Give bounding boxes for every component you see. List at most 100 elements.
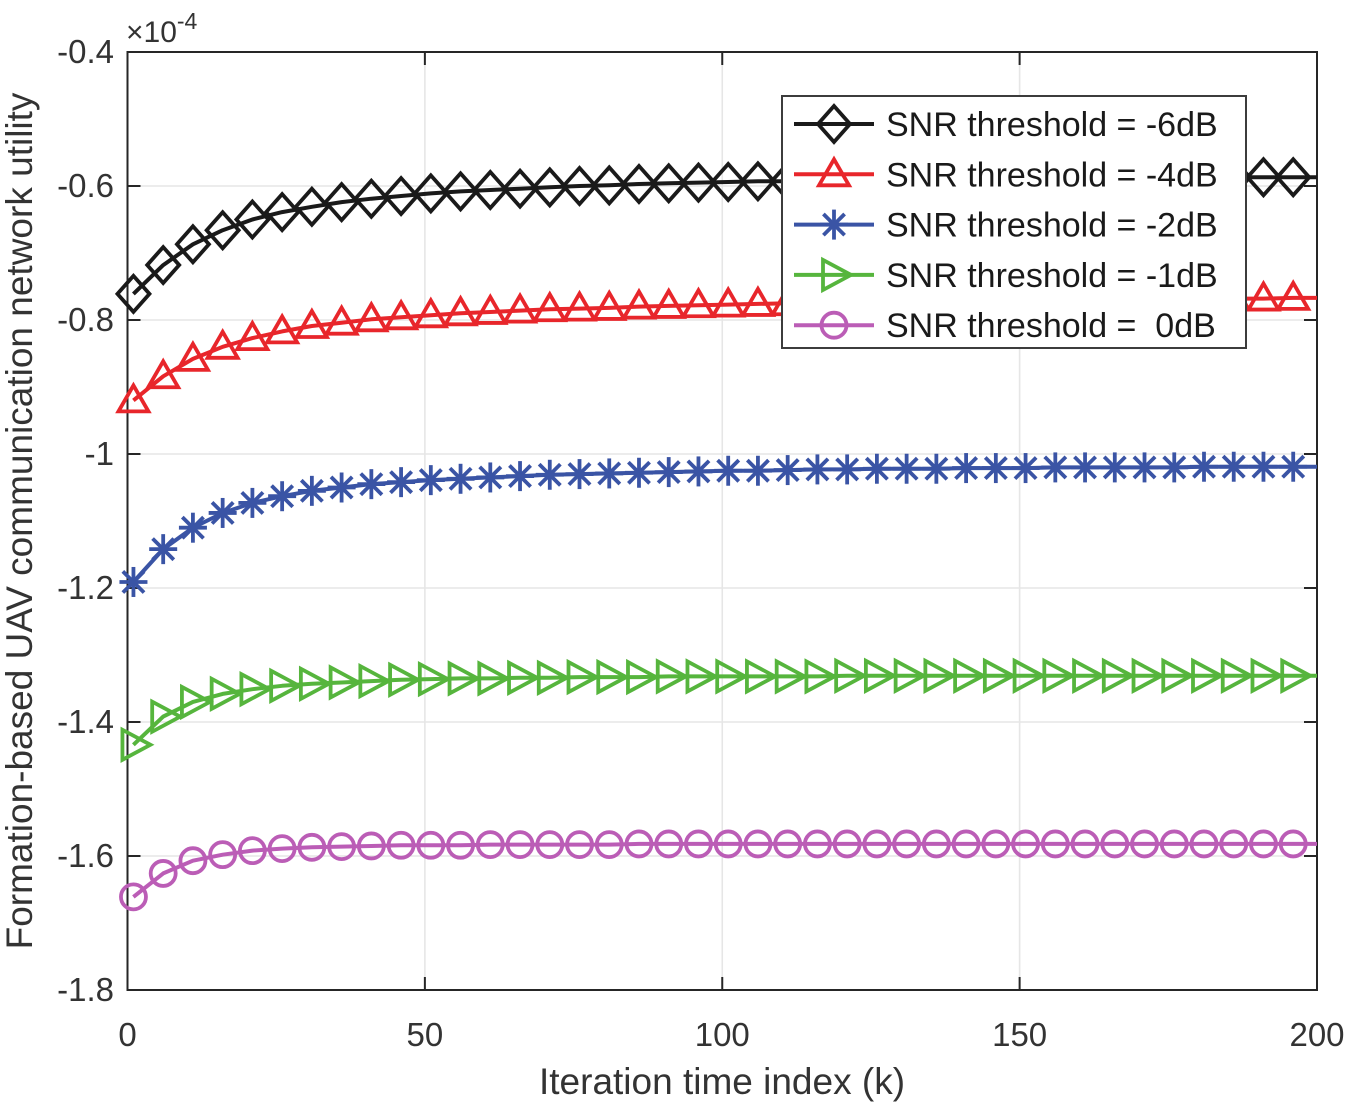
x-tick-label: 50 [407, 1016, 444, 1053]
circle-marker [1100, 829, 1130, 859]
triangle-up-marker [815, 155, 853, 188]
triangle-up-marker [590, 289, 628, 321]
asterisk-marker [714, 455, 743, 486]
x-tick-label: 150 [992, 1016, 1047, 1053]
circle-marker [416, 830, 446, 860]
triangle-up-marker [650, 287, 688, 319]
asterisk-marker [119, 566, 148, 597]
legend-label: SNR threshold = -4dB [886, 156, 1218, 194]
axes-box [126, 51, 1318, 991]
triangle-right-marker [685, 658, 720, 695]
triangle-right-marker [209, 675, 244, 713]
legend-entry: SNR threshold = -1dB [794, 256, 1218, 295]
asterisk-marker [833, 454, 862, 485]
triangle-right-marker [774, 658, 809, 695]
circle-marker [654, 829, 684, 859]
circle-marker [356, 831, 386, 861]
triangle-right-marker [298, 665, 333, 702]
circle-marker [178, 846, 208, 876]
circle-marker [684, 829, 713, 859]
triangle-right-marker [417, 660, 452, 698]
y-axis-label: Formation-based UAV communication networ… [0, 92, 40, 949]
y-tick-label: -1.2 [57, 569, 114, 606]
asterisk-marker [820, 209, 848, 240]
triangle-right-marker [477, 660, 512, 697]
series-5 [119, 829, 1317, 912]
circle-marker [713, 829, 743, 859]
asterisk-marker [1249, 451, 1278, 482]
legend-label: SNR threshold = -6dB [886, 106, 1218, 144]
asterisk-marker [892, 453, 921, 484]
circle-marker [921, 829, 951, 859]
tick-labels: 0 50 100 150 200 -0.4 -0.6 -0.8 -1 -1.2 -1.4 -1.6 -1… [57, 33, 1344, 1053]
triangle-up-marker [472, 293, 509, 325]
asterisk-marker [535, 459, 564, 490]
asterisk-marker [1041, 452, 1070, 483]
y-tick-label: -1.6 [57, 837, 114, 874]
triangle-right-marker [863, 657, 898, 694]
diamond-marker [815, 103, 853, 145]
asterisk-marker [922, 453, 951, 484]
asterisk-marker [1011, 453, 1040, 484]
asterisk-marker [1189, 451, 1218, 482]
triangle-up-marker [353, 300, 390, 333]
triangle-right-marker [1161, 657, 1196, 694]
triangle-up-marker [323, 303, 360, 336]
asterisk-marker [565, 459, 594, 490]
triangle-up-marker [174, 340, 212, 372]
series-3 [119, 451, 1317, 597]
x-tick-label: 200 [1289, 1016, 1344, 1053]
triangle-up-marker [234, 319, 271, 351]
triangle-up-marker [739, 285, 777, 317]
triangle-up-marker [1274, 279, 1312, 311]
asterisk-marker [773, 455, 802, 486]
circle-marker [267, 834, 297, 864]
triangle-up-marker [204, 327, 241, 360]
legend-label: SNR threshold = -2dB [886, 207, 1218, 245]
asterisk-marker [981, 453, 1010, 484]
circle-marker [208, 840, 238, 870]
triangle-right-marker [745, 658, 779, 695]
asterisk-marker [506, 461, 535, 492]
circle-marker [1278, 829, 1308, 859]
legend-label: SNR threshold = 0dB [886, 307, 1216, 345]
circle-marker [594, 830, 624, 860]
y-tick-label: -0.8 [57, 301, 114, 338]
triangle-right-marker [358, 662, 393, 700]
triangle-right-marker [239, 670, 274, 708]
triangle-right-marker [1280, 657, 1315, 694]
legend-entry: SNR threshold = -4dB [794, 155, 1218, 194]
asterisk-marker [743, 455, 772, 486]
triangle-right-marker [566, 658, 601, 696]
triangle-up-marker [531, 290, 569, 323]
asterisk-marker [1130, 452, 1159, 483]
asterisk-marker [238, 487, 267, 518]
asterisk-marker [1071, 452, 1100, 483]
triangle-right-marker [120, 726, 155, 763]
triangle-right-marker [596, 658, 631, 696]
circle-marker [1219, 829, 1249, 859]
legend-entry: SNR threshold = -2dB [794, 207, 1218, 245]
triangle-up-marker [1245, 279, 1282, 312]
triangle-right-marker [388, 661, 423, 698]
asterisk-marker [476, 462, 505, 493]
triangle-right-marker [982, 657, 1017, 694]
y-tick-label: -1.4 [57, 703, 114, 740]
circle-marker [819, 310, 849, 340]
circle-marker [1189, 829, 1219, 859]
x-tick-label: 100 [695, 1016, 750, 1053]
circle-marker [237, 836, 267, 866]
triangle-right-marker [715, 658, 750, 695]
circle-marker [892, 829, 922, 859]
triangle-up-marker [501, 291, 539, 324]
y-tick-label: -1 [85, 435, 114, 472]
circle-marker [803, 829, 832, 859]
circle-marker [505, 830, 535, 860]
asterisk-marker [1219, 451, 1248, 482]
asterisk-marker [446, 463, 475, 494]
diamond-marker [174, 223, 212, 266]
triangle-right-marker [328, 664, 363, 701]
diamond-marker [114, 273, 152, 315]
y-tick-label: -0.6 [57, 167, 114, 204]
